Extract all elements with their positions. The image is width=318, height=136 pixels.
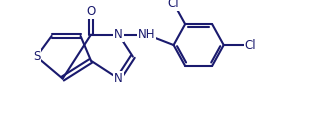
Text: NH: NH <box>138 28 156 41</box>
Text: Cl: Cl <box>168 0 179 10</box>
Text: O: O <box>86 5 96 18</box>
Text: N: N <box>114 72 123 85</box>
Text: N: N <box>114 28 123 41</box>
Text: Cl: Cl <box>245 38 257 52</box>
Text: S: S <box>33 50 40 63</box>
